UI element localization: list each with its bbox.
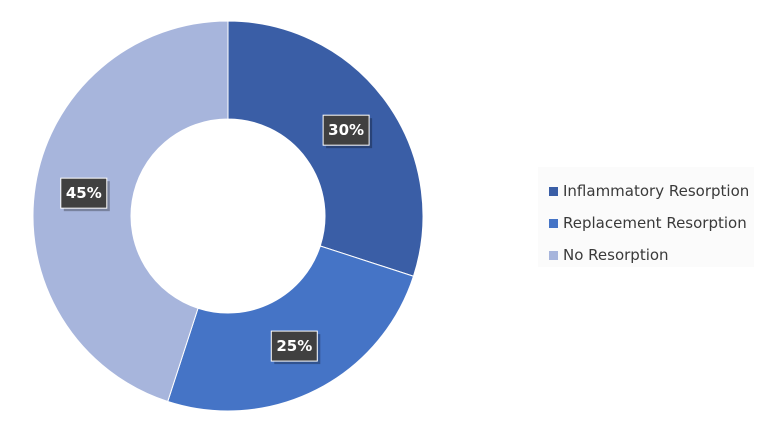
data-label-no-resorption: 45% bbox=[60, 177, 110, 212]
legend: Inflammatory Resorption Replacement Reso… bbox=[538, 167, 754, 267]
data-labels-layer: 30% 25% 45% bbox=[60, 114, 373, 365]
data-label-box bbox=[270, 330, 318, 362]
data-label-text: 30% bbox=[328, 121, 364, 139]
legend-swatch bbox=[549, 250, 558, 260]
legend-label: Inflammatory Resorption bbox=[563, 182, 750, 200]
data-label-inflammatory-resorption: 30% bbox=[322, 114, 373, 149]
legend-item-replacement-resorption: Replacement Resorption bbox=[549, 207, 754, 239]
legend-swatch bbox=[549, 186, 558, 196]
data-label-box bbox=[60, 177, 108, 209]
slice-replacement-resorption bbox=[167, 245, 415, 412]
data-label-replacement-resorption: 25% bbox=[270, 330, 321, 365]
data-label-text: 45% bbox=[66, 184, 102, 202]
data-label-text: 25% bbox=[276, 337, 312, 355]
data-label-box bbox=[322, 114, 370, 146]
slice-no-resorption bbox=[32, 20, 229, 403]
legend-label: No Resorption bbox=[563, 246, 669, 264]
slices-layer bbox=[32, 20, 424, 412]
legend-label: Replacement Resorption bbox=[563, 214, 747, 232]
legend-item-inflammatory-resorption: Inflammatory Resorption bbox=[549, 175, 754, 207]
legend-item-no-resorption: No Resorption bbox=[549, 239, 754, 271]
legend-swatch bbox=[549, 218, 558, 228]
slice-inflammatory-resorption bbox=[227, 20, 424, 277]
